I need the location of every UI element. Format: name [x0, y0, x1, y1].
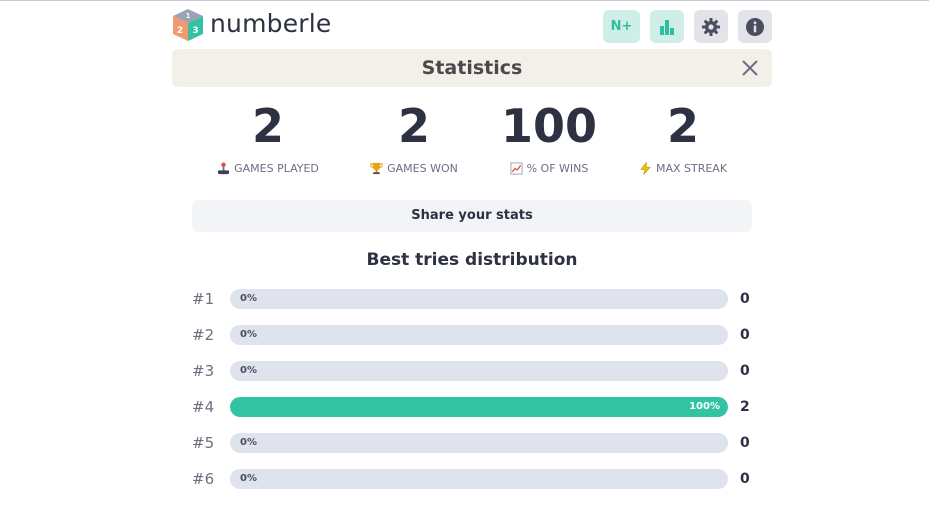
numberle-logo-icon: 1 2 3: [173, 9, 203, 41]
statistics-button[interactable]: [650, 10, 684, 43]
percent-label: 100%: [689, 401, 720, 412]
percent-label: 0%: [240, 365, 257, 376]
share-stats-button[interactable]: Share your stats: [192, 200, 752, 232]
stat-label: GAMES WON: [387, 162, 458, 175]
stats-icon: [660, 19, 674, 35]
distribution-bar-track: 0%: [230, 469, 728, 489]
row-label: #4: [192, 398, 215, 416]
row-count: 0: [740, 435, 750, 451]
info-button[interactable]: [738, 10, 772, 43]
distribution-bar-track: 100%: [230, 397, 728, 417]
stat-value: 2: [666, 99, 699, 153]
row-label: #3: [192, 362, 215, 380]
row-label: #1: [192, 290, 215, 308]
distribution-bar-fill: [230, 397, 728, 417]
stat-label: % OF WINS: [526, 162, 589, 175]
logo-digit-1: 1: [186, 12, 191, 20]
stat-games-played: 2 GAMES PLAYED: [198, 96, 338, 175]
stat-win-percentage: 100 % OF WINS: [479, 96, 619, 175]
percent-label: 0%: [240, 473, 257, 484]
numberle-plus-button[interactable]: N+: [603, 10, 640, 43]
app-header: 1 2 3 numberle N+: [172, 8, 772, 44]
stat-max-streak: 2 MAX STREAK: [613, 96, 753, 175]
distribution-row: #6 0% 0: [192, 469, 754, 489]
stat-label: MAX STREAK: [655, 162, 728, 175]
row-label: #6: [192, 470, 215, 488]
stat-value: 2: [251, 99, 284, 153]
chart-up-icon: [510, 162, 523, 175]
logo-digit-2: 2: [177, 26, 183, 36]
distribution-bar-track: 0%: [230, 325, 728, 345]
distribution-row: #5 0% 0: [192, 433, 754, 453]
row-count: 0: [740, 363, 750, 379]
info-icon: [746, 17, 764, 36]
stat-games-won: 2 GAMES WON: [344, 96, 484, 175]
settings-button[interactable]: [694, 10, 728, 43]
panel-title: Statistics: [421, 57, 523, 79]
lightning-icon: [640, 162, 651, 175]
row-count: 0: [740, 471, 750, 487]
distribution-bar-track: 0%: [230, 361, 728, 381]
row-count: 0: [740, 291, 750, 307]
percent-label: 0%: [240, 437, 257, 448]
distribution-row: #1 0% 0: [192, 289, 754, 309]
percent-label: 0%: [240, 293, 257, 304]
numberle-plus-label: N+: [610, 19, 633, 34]
logo-digit-3: 3: [192, 26, 198, 36]
top-divider: [0, 0, 929, 1]
row-count: 2: [740, 399, 750, 415]
gear-icon: [702, 17, 720, 36]
close-icon[interactable]: [740, 58, 760, 78]
distribution-row: #3 0% 0: [192, 361, 754, 381]
distribution-bar-track: 0%: [230, 433, 728, 453]
stat-value: 100: [500, 99, 598, 153]
distribution-row: #2 0% 0: [192, 325, 754, 345]
stat-label: GAMES PLAYED: [234, 162, 319, 175]
distribution-bar-track: 0%: [230, 289, 728, 309]
distribution-title: Best tries distribution: [366, 250, 578, 270]
joystick-icon: [218, 162, 230, 175]
row-count: 0: [740, 327, 750, 343]
statistics-header: Statistics: [172, 49, 772, 87]
percent-label: 0%: [240, 329, 257, 340]
app-name[interactable]: numberle: [210, 9, 332, 38]
row-label: #5: [192, 434, 215, 452]
distribution-row: #4 100% 2: [192, 397, 754, 417]
stat-value: 2: [397, 99, 430, 153]
row-label: #2: [192, 326, 215, 344]
trophy-icon: [370, 162, 383, 175]
